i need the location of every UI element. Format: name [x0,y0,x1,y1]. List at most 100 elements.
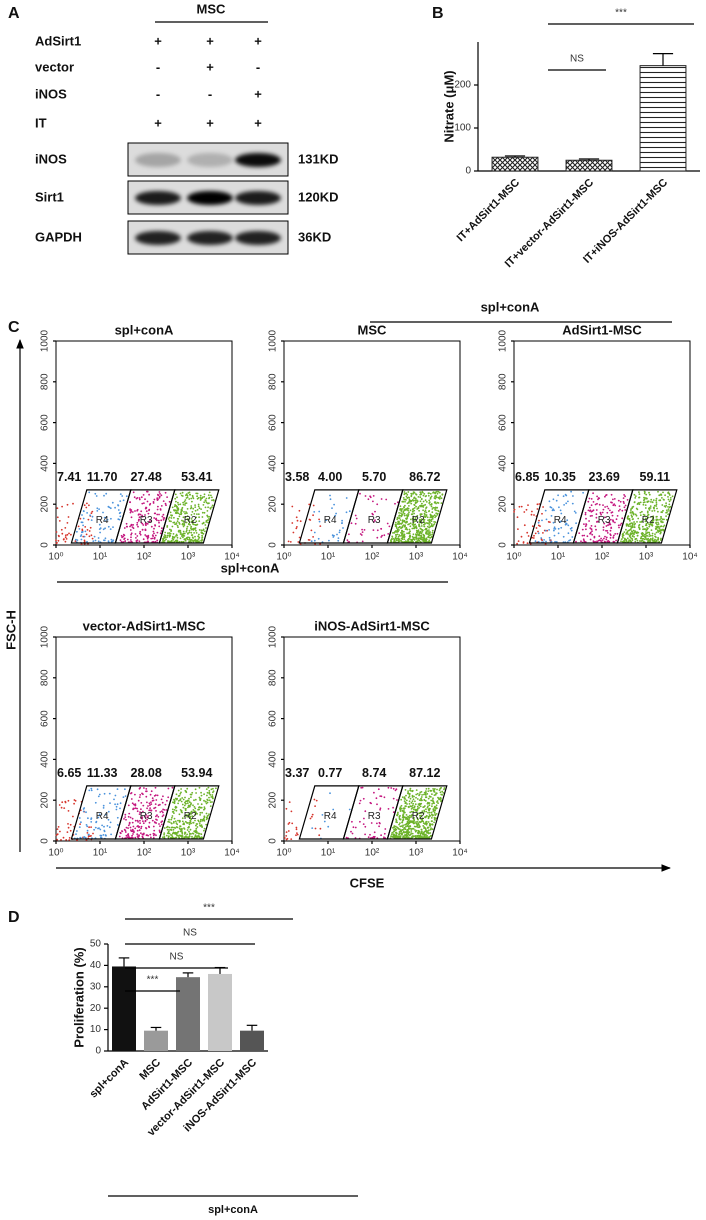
event-dot [68,810,70,812]
event-dot [558,506,560,508]
event-dot [314,799,316,801]
event-dot [178,522,180,524]
y-tick-label: 200 [40,791,51,808]
event-dot [649,494,651,496]
event-dot [353,826,355,828]
event-dot [406,817,408,819]
event-dot [592,492,594,494]
x-tick-label: 10² [137,848,152,859]
event-dot [161,824,163,826]
event-dot [128,816,130,818]
event-dot [642,535,644,537]
event-dot [191,792,193,794]
event-dot [147,491,149,493]
event-dot [415,794,417,796]
event-dot [110,822,112,824]
event-dot [350,831,352,833]
event-dot [605,538,607,540]
event-dot [176,824,178,826]
event-dot [315,828,317,830]
event-dot [126,495,128,497]
event-dot [126,827,128,829]
event-dot [126,835,128,837]
event-dot [421,529,423,531]
gate-percentage: 3.37 [285,766,309,780]
event-dot [172,526,174,528]
event-dot [618,510,620,512]
event-dot [128,813,130,815]
event-dot [637,503,639,505]
event-dot [656,503,658,505]
event-dot [648,492,650,494]
event-dot [290,838,292,840]
event-dot [582,535,584,537]
event-dot [652,535,654,537]
event-dot [655,516,657,518]
y-tick-label: 200 [454,80,471,91]
event-dot [83,811,85,813]
event-dot [663,499,665,501]
event-dot [612,499,614,501]
event-dot [174,522,176,524]
event-dot [572,503,574,505]
event-dot [291,522,293,524]
y-tick-label: 400 [40,751,51,768]
event-dot [634,494,636,496]
event-dot [405,795,407,797]
event-dot [98,796,100,798]
event-dot [134,828,136,830]
event-dot [208,813,210,815]
event-dot [68,800,70,802]
event-dot [582,529,584,531]
event-dot [436,813,438,815]
event-dot [399,508,401,510]
event-dot [604,536,606,538]
event-dot [655,522,657,524]
event-dot [439,492,441,494]
event-dot [156,497,158,499]
event-dot [92,538,94,540]
event-dot [661,497,663,499]
event-dot [194,504,196,506]
event-dot [165,538,167,540]
event-dot [640,502,642,504]
event-dot [132,822,134,824]
event-dot [124,829,126,831]
event-dot [193,529,195,531]
event-dot [432,799,434,801]
event-dot [634,523,636,525]
event-dot [393,538,395,540]
event-dot [81,534,83,536]
event-dot [426,815,428,817]
event-dot [194,536,196,538]
event-dot [593,501,595,503]
event-dot [191,836,193,838]
event-dot [194,806,196,808]
event-dot [648,535,650,537]
event-dot [198,513,200,515]
event-dot [603,526,605,528]
event-dot [431,506,433,508]
event-dot [168,819,170,821]
event-dot [211,497,213,499]
condition-sign: + [154,115,162,130]
event-dot [100,527,102,529]
event-dot [104,527,106,529]
event-dot [200,497,202,499]
event-dot [143,538,145,540]
event-dot [314,532,316,534]
event-dot [552,508,554,510]
event-dot [431,504,433,506]
event-dot [177,835,179,837]
event-dot [144,498,146,500]
event-dot [553,530,555,532]
event-dot [166,536,168,538]
event-dot [410,510,412,512]
event-dot [421,505,423,507]
event-dot [200,540,202,542]
event-dot [215,787,217,789]
event-dot [517,516,519,518]
event-dot [207,817,209,819]
event-dot [438,497,440,499]
event-dot [155,518,157,520]
